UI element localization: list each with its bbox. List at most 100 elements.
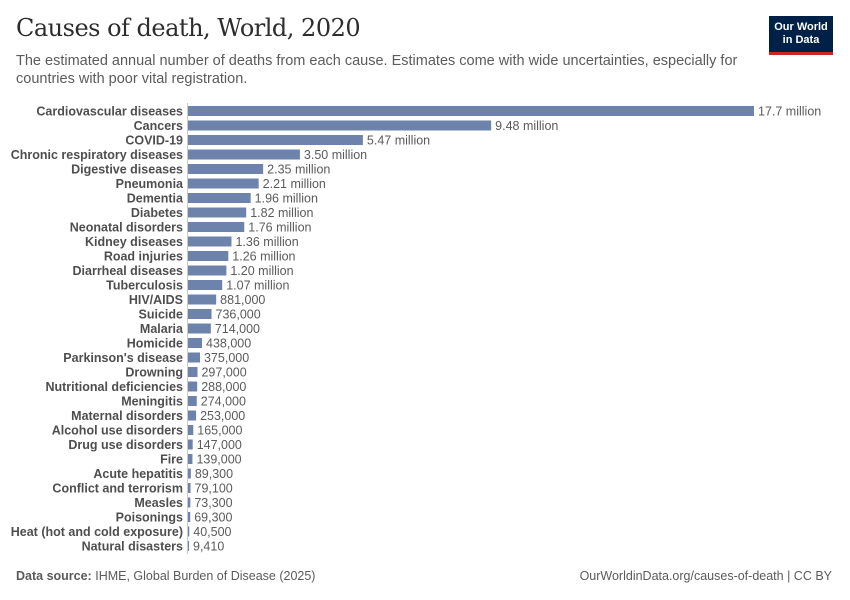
- value-label: 253,000: [200, 409, 245, 423]
- bar[interactable]: [188, 106, 754, 116]
- value-label: 1.96 million: [255, 192, 318, 206]
- value-label: 69,300: [194, 511, 232, 525]
- value-label: 9,410: [193, 540, 224, 554]
- bar[interactable]: [188, 236, 232, 247]
- bar[interactable]: [188, 149, 300, 160]
- category-label: Acute hepatitis: [93, 467, 183, 481]
- value-label: 73,300: [194, 496, 232, 510]
- category-label: Tuberculosis: [106, 279, 183, 293]
- category-label: Fire: [160, 453, 183, 467]
- bar[interactable]: [188, 541, 189, 551]
- bar[interactable]: [188, 512, 191, 522]
- category-label: Cardiovascular diseases: [36, 105, 183, 119]
- bar[interactable]: [188, 193, 251, 203]
- value-label: 2.21 million: [263, 177, 326, 191]
- owid-logo[interactable]: Our World in Data: [769, 16, 833, 55]
- value-label: 297,000: [201, 366, 246, 380]
- bar[interactable]: [188, 323, 211, 334]
- category-label: Cancers: [134, 119, 183, 133]
- value-label: 3.50 million: [304, 148, 367, 162]
- value-label: 375,000: [204, 351, 249, 365]
- value-label: 89,300: [195, 467, 233, 481]
- bar[interactable]: [188, 222, 245, 232]
- bar[interactable]: [188, 381, 198, 392]
- bar[interactable]: [188, 367, 198, 377]
- value-label: 1.07 million: [226, 279, 289, 293]
- bar[interactable]: [188, 410, 197, 421]
- value-label: 9.48 million: [495, 119, 558, 133]
- bar[interactable]: [188, 280, 223, 290]
- category-label: COVID-19: [125, 134, 183, 148]
- bar[interactable]: [188, 338, 203, 348]
- chart-title: Causes of death, World, 2020: [16, 14, 361, 42]
- category-label: Road injuries: [104, 250, 183, 264]
- value-label: 714,000: [215, 322, 260, 336]
- value-label: 881,000: [220, 293, 265, 307]
- value-label: 274,000: [201, 395, 246, 409]
- value-label: 79,100: [195, 482, 233, 496]
- bar[interactable]: [188, 309, 212, 319]
- value-label: 5.47 million: [367, 134, 430, 148]
- category-label: Diarrheal diseases: [73, 264, 184, 278]
- bar[interactable]: [188, 207, 247, 218]
- bar[interactable]: [188, 352, 200, 363]
- category-label: Suicide: [139, 308, 184, 322]
- value-label: 1.36 million: [235, 235, 298, 249]
- category-label: Meningitis: [121, 395, 183, 409]
- category-label: Poisonings: [116, 511, 183, 525]
- bar[interactable]: [188, 425, 194, 435]
- bar[interactable]: [188, 396, 197, 406]
- value-label: 288,000: [201, 380, 246, 394]
- bar[interactable]: [188, 483, 191, 493]
- data-source: Data source: IHME, Global Burden of Dise…: [16, 569, 315, 583]
- value-label: 1.76 million: [248, 221, 311, 235]
- bar[interactable]: [188, 294, 217, 305]
- category-label: Parkinson's disease: [63, 351, 183, 365]
- bar[interactable]: [188, 497, 191, 508]
- category-label: Digestive diseases: [71, 163, 183, 177]
- source-text[interactable]: IHME, Global Burden of Disease (2025): [95, 569, 316, 583]
- category-label: Pneumonia: [116, 177, 184, 191]
- value-label: 438,000: [206, 337, 251, 351]
- bar[interactable]: [188, 178, 259, 189]
- category-label: Malaria: [140, 322, 184, 336]
- category-label: Neonatal disorders: [70, 221, 183, 235]
- category-label: Homicide: [127, 337, 183, 351]
- value-label: 165,000: [197, 424, 242, 438]
- bar[interactable]: [188, 526, 190, 537]
- category-label: Nutritional deficiencies: [45, 380, 183, 394]
- bar[interactable]: [188, 120, 492, 131]
- category-label: Chronic respiratory diseases: [11, 148, 183, 162]
- bar[interactable]: [188, 164, 264, 174]
- category-label: Diabetes: [131, 206, 183, 220]
- category-label: Drug use disorders: [68, 438, 183, 452]
- value-label: 139,000: [196, 453, 241, 467]
- chart-subtitle: The estimated annual number of deaths fr…: [16, 53, 738, 87]
- category-label: Kidney diseases: [85, 235, 183, 249]
- bar[interactable]: [188, 454, 193, 464]
- value-label: 736,000: [216, 308, 261, 322]
- value-label: 17.7 million: [758, 105, 821, 119]
- bar[interactable]: [188, 468, 191, 479]
- category-label: Conflict and terrorism: [52, 482, 183, 496]
- value-label: 1.26 million: [232, 250, 295, 264]
- bar[interactable]: [188, 251, 229, 261]
- category-label: Dementia: [127, 192, 184, 206]
- bar[interactable]: [188, 265, 227, 276]
- value-label: 2.35 million: [267, 163, 330, 177]
- source-label: Data source:: [16, 569, 92, 583]
- bar[interactable]: [188, 135, 363, 145]
- value-label: 147,000: [197, 438, 242, 452]
- category-label: Measles: [134, 496, 183, 510]
- value-label: 1.20 million: [230, 264, 293, 278]
- category-label: Maternal disorders: [71, 409, 183, 423]
- value-label: 40,500: [193, 525, 231, 539]
- category-label: HIV/AIDS: [129, 293, 183, 307]
- category-label: Heat (hot and cold exposure): [11, 525, 183, 539]
- category-label: Alcohol use disorders: [52, 424, 183, 438]
- value-label: 1.82 million: [250, 206, 313, 220]
- source-url[interactable]: OurWorldinData.org/causes-of-death | CC …: [579, 569, 832, 583]
- bar[interactable]: [188, 439, 193, 450]
- category-label: Drowning: [125, 366, 183, 380]
